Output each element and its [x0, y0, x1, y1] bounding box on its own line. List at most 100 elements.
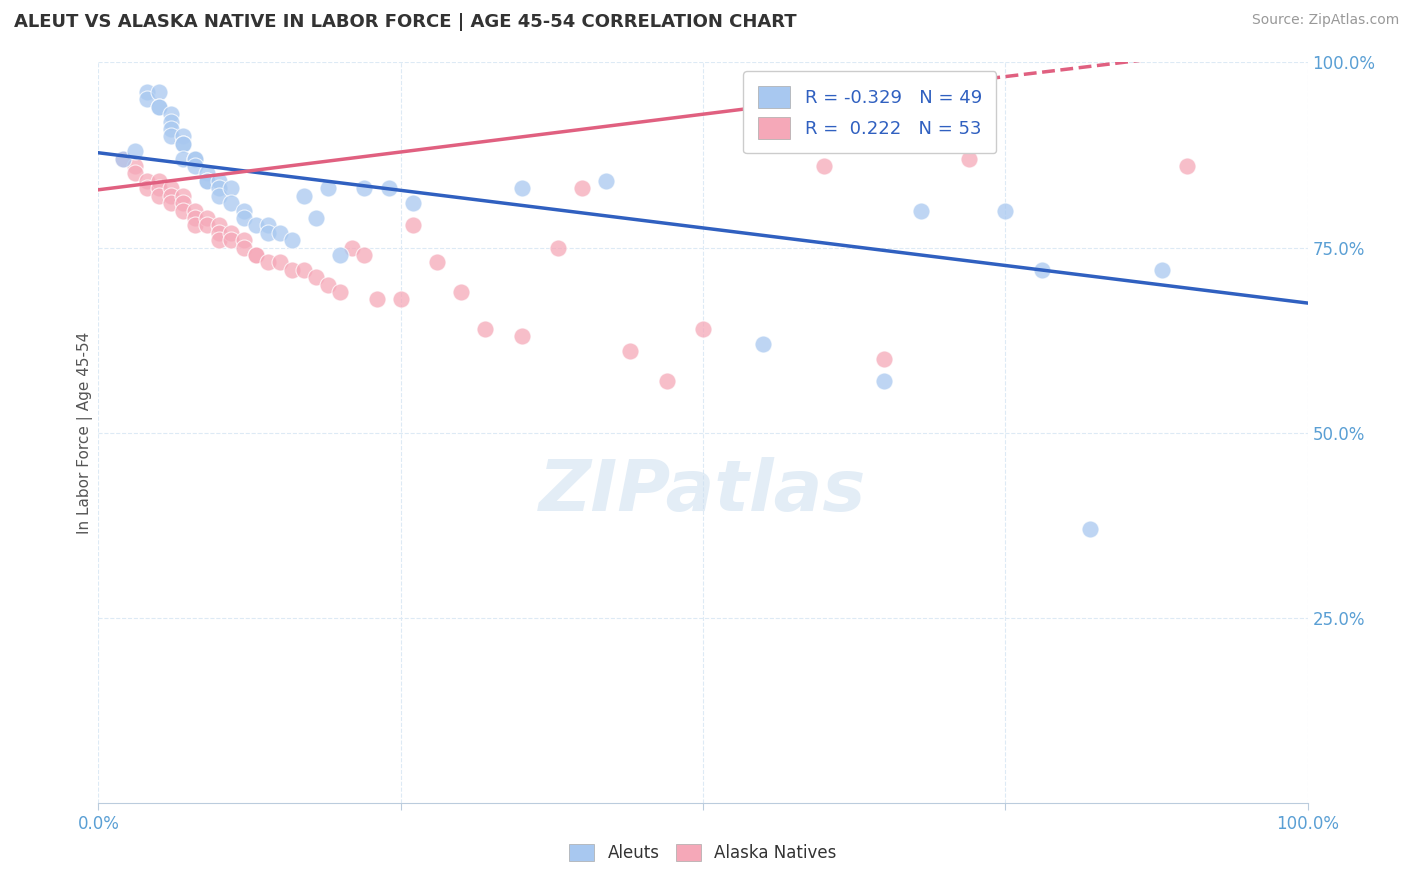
Point — [160, 188, 183, 202]
Point — [595, 174, 617, 188]
Point — [232, 203, 254, 218]
Point — [124, 159, 146, 173]
Point — [1078, 522, 1101, 536]
Point — [474, 322, 496, 336]
Y-axis label: In Labor Force | Age 45-54: In Labor Force | Age 45-54 — [77, 332, 93, 533]
Point — [208, 181, 231, 195]
Point — [813, 159, 835, 173]
Point — [184, 219, 207, 233]
Point — [256, 255, 278, 269]
Point — [172, 152, 194, 166]
Point — [184, 152, 207, 166]
Point — [208, 233, 231, 247]
Point — [281, 262, 304, 277]
Point — [221, 196, 243, 211]
Point — [111, 152, 134, 166]
Point — [148, 100, 170, 114]
Point — [389, 293, 412, 307]
Point — [353, 248, 375, 262]
Text: ZIPatlas: ZIPatlas — [540, 458, 866, 526]
Point — [172, 136, 194, 151]
Point — [195, 166, 218, 180]
Point — [692, 322, 714, 336]
Point — [245, 219, 267, 233]
Point — [292, 188, 315, 202]
Point — [245, 248, 267, 262]
Point — [316, 277, 339, 292]
Point — [172, 129, 194, 144]
Legend: Aleuts, Alaska Natives: Aleuts, Alaska Natives — [562, 837, 844, 869]
Point — [172, 136, 194, 151]
Point — [256, 219, 278, 233]
Point — [256, 226, 278, 240]
Point — [232, 240, 254, 255]
Point — [1152, 262, 1174, 277]
Point — [208, 174, 231, 188]
Point — [195, 219, 218, 233]
Point — [510, 181, 533, 195]
Point — [148, 188, 170, 202]
Point — [910, 203, 932, 218]
Point — [873, 351, 896, 366]
Point — [269, 255, 291, 269]
Point — [160, 181, 183, 195]
Point — [329, 248, 352, 262]
Text: ALEUT VS ALASKA NATIVE IN LABOR FORCE | AGE 45-54 CORRELATION CHART: ALEUT VS ALASKA NATIVE IN LABOR FORCE | … — [14, 13, 797, 31]
Point — [135, 92, 157, 106]
Point — [172, 196, 194, 211]
Point — [994, 203, 1017, 218]
Point — [221, 226, 243, 240]
Point — [305, 211, 328, 225]
Point — [195, 174, 218, 188]
Point — [184, 211, 207, 225]
Point — [450, 285, 472, 299]
Point — [402, 219, 425, 233]
Point — [1175, 159, 1198, 173]
Point — [195, 211, 218, 225]
Point — [184, 203, 207, 218]
Point — [221, 181, 243, 195]
Point — [160, 129, 183, 144]
Point — [571, 181, 593, 195]
Point — [305, 270, 328, 285]
Point — [232, 233, 254, 247]
Point — [752, 336, 775, 351]
Point — [366, 293, 388, 307]
Point — [195, 174, 218, 188]
Point — [111, 152, 134, 166]
Point — [124, 145, 146, 159]
Point — [873, 374, 896, 388]
Point — [957, 152, 980, 166]
Point — [426, 255, 449, 269]
Point — [208, 219, 231, 233]
Point — [377, 181, 399, 195]
Text: Source: ZipAtlas.com: Source: ZipAtlas.com — [1251, 13, 1399, 28]
Point — [148, 181, 170, 195]
Point — [510, 329, 533, 343]
Point — [184, 159, 207, 173]
Point — [208, 188, 231, 202]
Point — [619, 344, 641, 359]
Point — [148, 100, 170, 114]
Point — [269, 226, 291, 240]
Point — [245, 248, 267, 262]
Point — [547, 240, 569, 255]
Point — [232, 211, 254, 225]
Point — [281, 233, 304, 247]
Point — [402, 196, 425, 211]
Point — [160, 107, 183, 121]
Point — [172, 188, 194, 202]
Point — [160, 196, 183, 211]
Point — [208, 226, 231, 240]
Point — [135, 85, 157, 99]
Point — [160, 122, 183, 136]
Point — [124, 166, 146, 180]
Point — [148, 174, 170, 188]
Point — [172, 203, 194, 218]
Point — [353, 181, 375, 195]
Point — [316, 181, 339, 195]
Point — [160, 114, 183, 128]
Point — [342, 240, 364, 255]
Point — [135, 181, 157, 195]
Point — [292, 262, 315, 277]
